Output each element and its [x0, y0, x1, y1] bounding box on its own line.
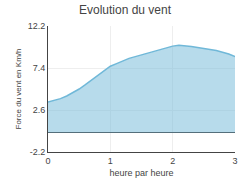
svg-text:Force du vent en Km/h: Force du vent en Km/h	[14, 49, 23, 130]
svg-text:Evolution du vent: Evolution du vent	[79, 3, 172, 17]
svg-text:2: 2	[170, 156, 175, 166]
svg-text:heure par heure: heure par heure	[109, 168, 173, 178]
svg-text:-2.2: -2.2	[30, 147, 46, 157]
svg-text:1: 1	[108, 156, 113, 166]
svg-text:0: 0	[45, 156, 50, 166]
svg-text:3: 3	[232, 156, 237, 166]
svg-text:7.4: 7.4	[33, 63, 46, 73]
svg-text:2.6: 2.6	[33, 105, 46, 115]
svg-text:12.2: 12.2	[28, 21, 46, 31]
